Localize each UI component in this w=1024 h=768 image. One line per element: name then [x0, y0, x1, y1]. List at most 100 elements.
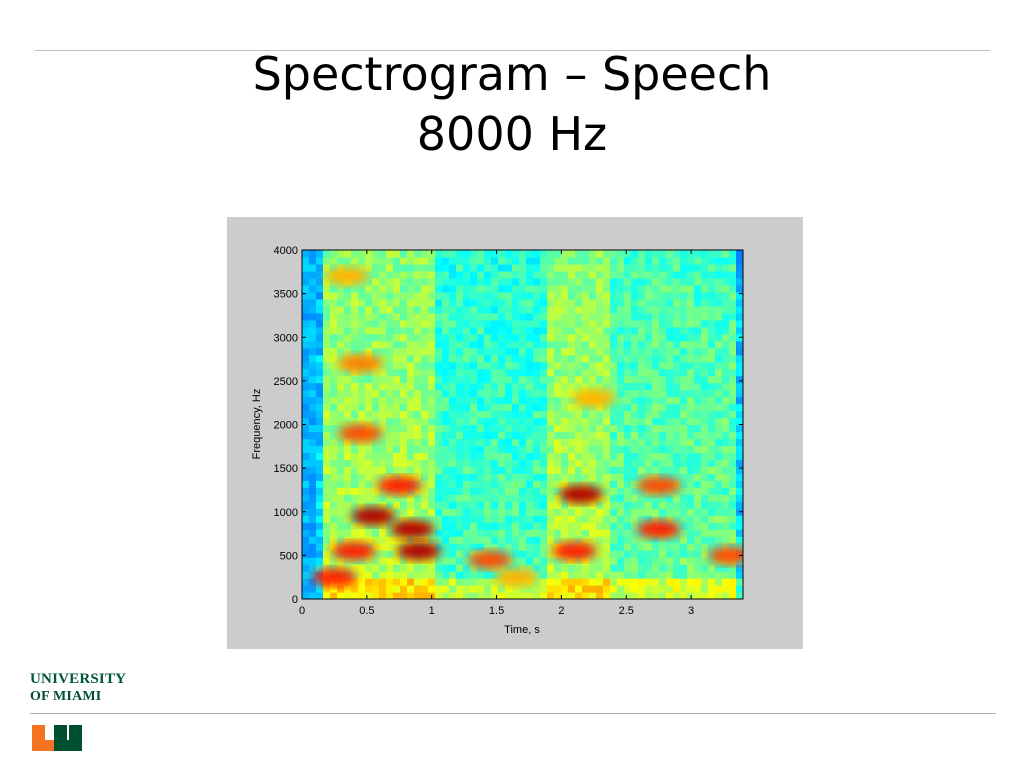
spectrogram-cell: [498, 515, 506, 523]
spectrogram-cell: [624, 368, 632, 377]
spectrogram-cell: [302, 501, 310, 509]
spectrogram-cell: [638, 389, 646, 398]
spectrogram-cell: [526, 277, 534, 286]
spectrogram-cell: [372, 522, 380, 530]
spectrogram-cell: [701, 445, 709, 454]
spectrogram-cell: [561, 571, 569, 579]
spectrogram-cell: [673, 438, 681, 447]
spectrogram-cell: [526, 354, 534, 363]
spectrogram-cell: [512, 515, 520, 523]
spectrogram-cell: [596, 543, 604, 551]
spectrogram-cell: [491, 466, 499, 474]
spectrogram-cell: [568, 445, 576, 454]
spectrogram-cell: [722, 396, 730, 405]
spectrogram-cell: [428, 431, 436, 440]
spectrogram-cell: [694, 312, 702, 321]
spectrogram-cell: [365, 382, 373, 391]
spectrogram-cell: [449, 536, 457, 544]
spectrogram-cell: [407, 340, 415, 349]
spectrogram-cell: [624, 424, 632, 433]
spectrogram-cell: [645, 445, 653, 454]
spectrogram-cell: [526, 389, 534, 398]
spectrogram-cell: [519, 312, 527, 321]
spectrogram-cell: [316, 494, 324, 502]
spectrogram-cell: [547, 256, 555, 265]
spectrogram-cell: [421, 417, 429, 426]
spectrogram-cell: [337, 487, 345, 495]
spectrogram-cell: [316, 354, 324, 363]
spectrogram-cell: [351, 298, 359, 307]
spectrogram-cell: [631, 417, 639, 426]
spectrogram-cell: [435, 501, 443, 509]
spectrogram-cell: [435, 494, 443, 502]
spectrogram-cell: [309, 550, 317, 558]
spectrogram-cell: [617, 578, 625, 586]
spectrogram-cell: [722, 298, 730, 307]
spectrogram-cell: [631, 424, 639, 433]
spectrogram-cell: [309, 473, 317, 481]
spectrogram-cell: [484, 354, 492, 363]
spectrogram-cell: [484, 424, 492, 433]
spectrogram-cell: [400, 564, 408, 572]
spectrogram-cell: [323, 284, 331, 293]
spectrogram-cell: [722, 536, 730, 544]
spectrogram-cell: [708, 445, 716, 454]
spectrogram-cell: [554, 508, 562, 516]
spectrogram-cell: [456, 326, 464, 335]
spectrogram-cell: [729, 319, 737, 328]
spectrogram-cell: [568, 564, 576, 572]
spectrogram-cell: [428, 410, 436, 419]
spectrogram-cell: [512, 312, 520, 321]
spectrogram-cell: [302, 494, 310, 502]
spectrogram-cell: [680, 515, 688, 523]
spectrogram-cell: [421, 396, 429, 405]
spectrogram-cell: [687, 326, 695, 335]
spectrogram-cell: [498, 263, 506, 272]
spectrogram-cell: [533, 319, 541, 328]
spectrogram-cell: [344, 298, 352, 307]
spectrogram-cell: [652, 508, 660, 516]
spectrogram-cell: [715, 347, 723, 356]
spectrogram-cell: [400, 417, 408, 426]
energy-region: [396, 542, 441, 560]
spectrogram-cell: [386, 340, 394, 349]
spectrogram-cell: [729, 333, 737, 342]
spectrogram-cell: [414, 508, 422, 516]
spectrogram-cell: [673, 305, 681, 314]
spectrogram-cell: [330, 431, 338, 440]
spectrogram-cell: [568, 410, 576, 419]
spectrogram-cell: [624, 298, 632, 307]
spectrogram-cell: [386, 571, 394, 579]
spectrogram-cell: [533, 361, 541, 370]
spectrogram-cell: [435, 326, 443, 335]
spectrogram-cell: [687, 515, 695, 523]
spectrogram-cell: [498, 319, 506, 328]
spectrogram-cell: [393, 445, 401, 454]
spectrogram-cell: [344, 501, 352, 509]
energy-region: [390, 520, 435, 539]
spectrogram-cell: [498, 459, 506, 467]
spectrogram-cell: [407, 354, 415, 363]
spectrogram-cell: [673, 445, 681, 454]
spectrogram-cell: [540, 473, 548, 481]
spectrogram-cell: [540, 361, 548, 370]
spectrogram-cell: [645, 361, 653, 370]
spectrogram-cell: [652, 277, 660, 286]
spectrogram-cell: [708, 522, 716, 530]
spectrogram-cell: [617, 529, 625, 537]
spectrogram-cell: [533, 494, 541, 502]
spectrogram-cell: [673, 557, 681, 565]
spectrogram-cell: [519, 459, 527, 467]
spectrogram-cell: [582, 368, 590, 377]
spectrogram-cell: [386, 543, 394, 551]
spectrogram-cell: [645, 508, 653, 516]
spectrogram-cell: [568, 382, 576, 391]
spectrogram-cell: [617, 389, 625, 398]
spectrogram-cell: [379, 256, 387, 265]
spectrogram-cell: [505, 396, 513, 405]
spectrogram-cell: [414, 557, 422, 565]
spectrogram-cell: [365, 389, 373, 398]
spectrogram-cell: [477, 389, 485, 398]
spectrogram-cell: [589, 375, 597, 384]
spectrogram-cell: [736, 250, 743, 258]
